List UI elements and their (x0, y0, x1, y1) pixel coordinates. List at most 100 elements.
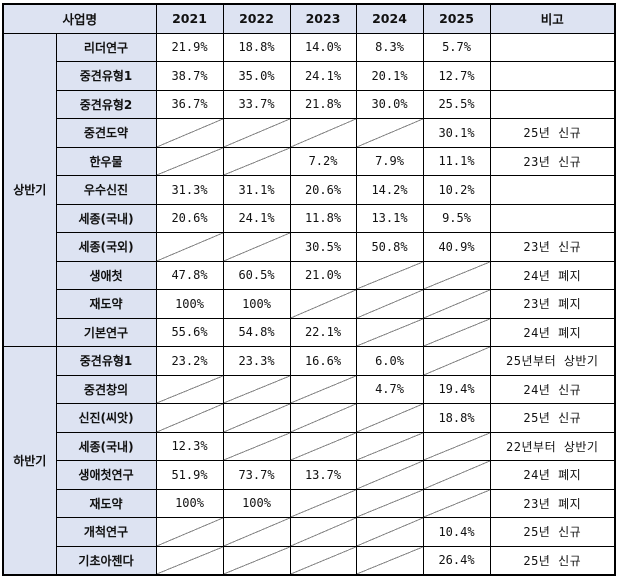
rate-cell: 14.2% (355, 175, 424, 205)
table-row: 신진(씨앗) 18.8% 25년 신규 (3, 403, 616, 433)
rate-cell: 7.2% (289, 146, 357, 176)
not-applicable-cell (355, 317, 424, 347)
rate-cell: 24.1% (222, 203, 291, 233)
rate-cell: 100% (155, 488, 224, 518)
rate-cell: 6.0% (355, 346, 424, 376)
rate-cell: 23.3% (222, 346, 291, 376)
rate-cell: 20.6% (155, 203, 224, 233)
rate-cell: 100% (222, 289, 291, 319)
rate-cell: 10.2% (422, 175, 491, 205)
remark-cell: 23년 폐지 (489, 488, 616, 518)
rate-cell: 24.1% (289, 61, 357, 91)
table-row: 한우물 7.2% 7.9% 11.1% 23년 신규 (3, 146, 616, 176)
remark-cell: 25년 신규 (489, 545, 616, 576)
program-name: 중견도약 (55, 118, 157, 148)
table-row: 우수신진 31.3% 31.1% 20.6% 14.2% 10.2% (3, 175, 616, 205)
rate-cell: 31.3% (155, 175, 224, 205)
table-row: 기본연구 55.6% 54.8% 22.1% 24년 폐지 (3, 317, 616, 347)
section-label: 상반기 (2, 32, 57, 347)
remark-cell: 25년부터 상반기 (489, 346, 616, 376)
rate-cell: 50.8% (355, 232, 424, 262)
rate-cell: 26.4% (422, 545, 491, 576)
not-applicable-cell (289, 289, 357, 319)
table-row: 세종(국외) 30.5% 50.8% 40.9% 23년 신규 (3, 232, 616, 262)
not-applicable-cell (289, 374, 357, 404)
header-remarks: 비고 (489, 3, 616, 34)
header-year-2021: 2021 (155, 3, 224, 34)
remark-cell (489, 32, 616, 62)
not-applicable-cell (355, 460, 424, 490)
not-applicable-cell (422, 289, 491, 319)
rate-cell: 33.7% (222, 89, 291, 119)
not-applicable-cell (155, 545, 224, 576)
rate-cell: 36.7% (155, 89, 224, 119)
table-row: 중견창의 4.7% 19.4% 24년 신규 (3, 374, 616, 404)
table-row: 생애첫연구 51.9% 73.7% 13.7% 24년 폐지 (3, 460, 616, 490)
rate-cell: 11.1% (422, 146, 491, 176)
rate-cell: 13.1% (355, 203, 424, 233)
rate-cell: 7.9% (355, 146, 424, 176)
rate-cell: 18.8% (422, 403, 491, 433)
program-name: 재도약 (55, 488, 157, 518)
table-row: 재도약 100% 100% 23년 폐지 (3, 289, 616, 319)
not-applicable-cell (422, 431, 491, 461)
remark-cell (489, 175, 616, 205)
program-name: 개척연구 (55, 517, 157, 547)
program-name: 한우물 (55, 146, 157, 176)
rate-cell: 54.8% (222, 317, 291, 347)
not-applicable-cell (222, 374, 291, 404)
table-row: 세종(국내) 20.6% 24.1% 11.8% 13.1% 9.5% (3, 203, 616, 233)
remark-cell: 24년 신규 (489, 374, 616, 404)
table-body: 상반기 리더연구 21.9% 18.8% 14.0% 8.3% 5.7% 중견유형1 38.7%… (2, 32, 616, 576)
program-name: 우수신진 (55, 175, 157, 205)
rate-cell: 21.9% (155, 32, 224, 62)
rate-cell: 14.0% (289, 32, 357, 62)
rate-cell: 22.1% (289, 317, 357, 347)
not-applicable-cell (155, 403, 224, 433)
not-applicable-cell (289, 517, 357, 547)
rate-cell: 30.1% (422, 118, 491, 148)
not-applicable-cell (155, 146, 224, 176)
not-applicable-cell (355, 403, 424, 433)
program-name: 리더연구 (55, 32, 157, 62)
rate-cell: 100% (222, 488, 291, 518)
remark-cell (489, 61, 616, 91)
program-name: 중견유형2 (55, 89, 157, 119)
rate-cell: 100% (155, 289, 224, 319)
not-applicable-cell (222, 118, 291, 148)
rate-cell: 12.3% (155, 431, 224, 461)
not-applicable-cell (355, 118, 424, 148)
rate-cell: 25.5% (422, 89, 491, 119)
rate-cell: 40.9% (422, 232, 491, 262)
table-row: 상반기 리더연구 21.9% 18.8% 14.0% 8.3% 5.7% (2, 32, 616, 347)
rate-cell: 38.7% (155, 61, 224, 91)
table-row: 개척연구 10.4% 25년 신규 (3, 517, 616, 547)
rate-cell: 18.8% (222, 32, 291, 62)
not-applicable-cell (355, 488, 424, 518)
program-name: 기본연구 (55, 317, 157, 347)
not-applicable-cell (222, 403, 291, 433)
remark-cell (489, 89, 616, 119)
header-row: 사업명 2021 2022 2023 2024 2025 비고 (2, 3, 616, 34)
rate-cell: 16.6% (289, 346, 357, 376)
program-name: 세종(국내) (55, 431, 157, 461)
not-applicable-cell (289, 118, 357, 148)
table-row: 중견도약 30.1% 25년 신규 (3, 118, 616, 148)
header-year-2024: 2024 (355, 3, 424, 34)
rate-cell: 12.7% (422, 61, 491, 91)
rate-cell: 4.7% (355, 374, 424, 404)
rate-cell: 35.0% (222, 61, 291, 91)
program-name: 생애첫연구 (55, 460, 157, 490)
table-row: 세종(국내) 12.3% 22년부터 상반기 (3, 431, 616, 461)
not-applicable-cell (289, 488, 357, 518)
not-applicable-cell (355, 431, 424, 461)
rate-cell: 47.8% (155, 260, 224, 290)
rate-cell: 10.4% (422, 517, 491, 547)
rate-cell: 23.2% (155, 346, 224, 376)
remark-cell: 24년 폐지 (489, 317, 616, 347)
not-applicable-cell (222, 517, 291, 547)
rate-cell: 19.4% (422, 374, 491, 404)
not-applicable-cell (289, 431, 357, 461)
not-applicable-cell (355, 545, 424, 576)
program-name: 기초아젠다 (55, 545, 157, 576)
